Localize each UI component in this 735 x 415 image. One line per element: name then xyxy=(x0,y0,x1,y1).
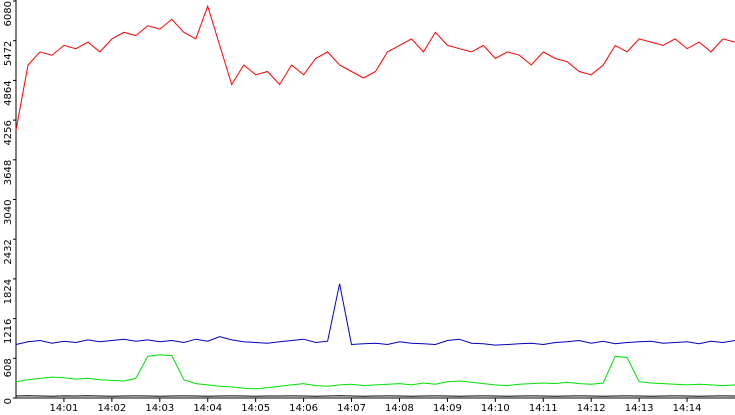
series-line xyxy=(15,4,735,131)
y-tick-label: 3040 xyxy=(3,200,14,225)
series-line xyxy=(15,395,735,397)
x-tick-label: 14:06 xyxy=(289,403,318,414)
x-tick-label: 14:03 xyxy=(145,403,174,414)
x-tick-label: 14:04 xyxy=(193,403,222,414)
y-tick-label: 4864 xyxy=(3,80,14,105)
x-tick-label: 14:13 xyxy=(625,403,654,414)
x-tick-label: 14:12 xyxy=(577,403,606,414)
x-tick-label: 14:14 xyxy=(673,403,702,414)
y-tick-label: 3648 xyxy=(3,160,14,185)
y-tick-label: 0 xyxy=(3,398,14,404)
y-tick-label: 608 xyxy=(3,358,14,377)
x-tick-label: 14:11 xyxy=(529,403,558,414)
y-tick-label: 1216 xyxy=(3,319,14,344)
x-tick-label: 14:07 xyxy=(337,403,366,414)
x-tick-label: 14:09 xyxy=(433,403,462,414)
x-tick-label: 14:01 xyxy=(50,403,79,414)
x-tick-label: 14:10 xyxy=(481,403,510,414)
x-tick-label: 14:02 xyxy=(97,403,126,414)
y-tick-label: 1824 xyxy=(3,279,14,304)
y-tick-label: 6080 xyxy=(3,1,14,26)
series-line xyxy=(15,354,735,390)
x-tick-label: 14:08 xyxy=(385,403,414,414)
series-line xyxy=(15,283,735,346)
y-tick-label: 4256 xyxy=(3,120,14,145)
y-tick-label: 5472 xyxy=(3,41,14,66)
x-tick-label: 14:05 xyxy=(241,403,270,414)
y-tick-label: 2432 xyxy=(3,239,14,264)
